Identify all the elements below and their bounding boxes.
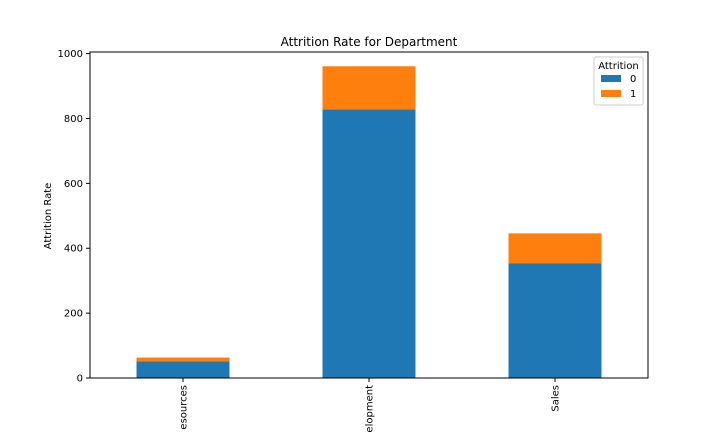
y-tick-label: 400 (64, 244, 83, 255)
y-tick-label: 800 (64, 114, 83, 125)
y-tick-label: 200 (64, 309, 83, 320)
x-tick-label: esources (179, 385, 190, 430)
legend-label-1: 1 (630, 89, 636, 100)
legend-title: Attrition (598, 61, 639, 72)
bar-2-series-1 (508, 233, 602, 264)
legend: Attrition 0 1 (593, 56, 644, 106)
x-tick-label: elopment (365, 385, 376, 432)
legend-label-0: 0 (630, 74, 636, 85)
bar-1-series-1 (322, 66, 416, 110)
axes-layer: 0 200 400 600 800 1000 esources elopment Sales (58, 49, 649, 433)
chart-title: Attrition Rate for Department (281, 35, 458, 49)
y-tick-label: 600 (64, 179, 83, 190)
y-tick-label: 1000 (58, 49, 83, 60)
bar-1-series-0 (322, 109, 416, 379)
bars-layer (136, 66, 602, 379)
bar-0-series-1 (136, 357, 230, 362)
bar-2-series-0 (508, 263, 602, 378)
bar-0-series-0 (136, 361, 230, 378)
y-axis-label: Attrition Rate (43, 183, 54, 250)
legend-swatch-0 (601, 75, 621, 82)
legend-swatch-1 (601, 90, 621, 97)
y-tick-label: 0 (77, 374, 83, 385)
x-tick-label: Sales (551, 385, 562, 412)
